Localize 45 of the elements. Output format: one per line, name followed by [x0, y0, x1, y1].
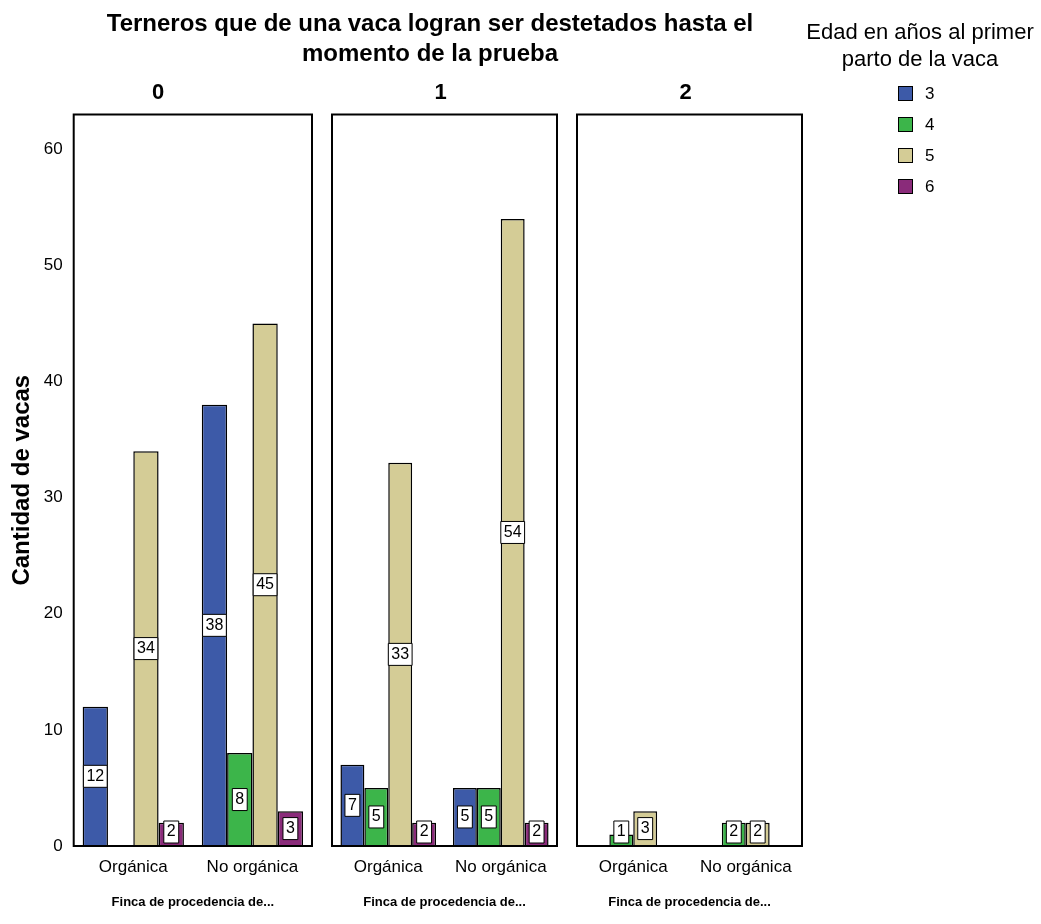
data-label: 7	[347, 795, 357, 813]
legend-label: 3	[925, 83, 935, 104]
x-tick-label: Orgánica	[98, 856, 169, 876]
chart-subtitle: 1	[434, 79, 447, 105]
legend-label: 4	[925, 114, 935, 135]
chart-subtitle: 2	[679, 79, 692, 105]
x-tick-label: No orgánica	[454, 856, 548, 876]
data-label: 2	[166, 822, 176, 840]
data-label: 3	[285, 818, 295, 836]
chart-subtitle: 0	[151, 79, 165, 105]
data-label: 3	[640, 818, 650, 836]
data-label: 38	[205, 615, 224, 633]
text: Terneros que de una vaca logran ser destetados hasta el momento de la prueba	[105, 8, 755, 68]
data-label: 5	[460, 807, 470, 825]
y-tick-label: 40	[43, 371, 63, 391]
data-label: 34	[137, 638, 155, 656]
legend-label: 5	[925, 145, 935, 166]
y-tick-label: 20	[43, 603, 63, 623]
x-tick-label: No orgánica	[206, 856, 299, 876]
x-axis-title: Finca de procedencia de...	[363, 893, 526, 909]
y-tick-label: 0	[53, 835, 63, 855]
data-label: 2	[532, 822, 542, 840]
legend-label: 6	[925, 176, 935, 197]
y-axis-title: Cantidad de vacas	[7, 374, 35, 586]
y-tick-label: 10	[43, 719, 63, 739]
legend-title: Edad en años al primer parto de la vaca	[805, 18, 1035, 72]
data-label: 5	[484, 807, 494, 825]
data-label: 2	[753, 822, 763, 840]
data-label: 2	[729, 822, 739, 840]
data-label: 54	[503, 522, 522, 540]
data-label: 2	[419, 822, 429, 840]
y-tick-label: 50	[43, 255, 63, 275]
x-tick-label: No orgánica	[699, 856, 793, 876]
y-tick-label: 60	[43, 138, 63, 158]
x-tick-label: Orgánica	[353, 856, 424, 876]
data-label: 1	[616, 822, 626, 840]
y-tick-label: 30	[43, 487, 63, 507]
data-label: 45	[256, 575, 275, 593]
data-label: 33	[391, 644, 410, 662]
data-label: 8	[235, 789, 245, 807]
x-tick-label: Orgánica	[598, 856, 669, 876]
data-label: 12	[86, 766, 105, 784]
x-axis-title: Finca de procedencia de...	[111, 893, 275, 909]
data-label: 5	[371, 807, 381, 825]
x-axis-title: Finca de procedencia de...	[608, 893, 771, 909]
